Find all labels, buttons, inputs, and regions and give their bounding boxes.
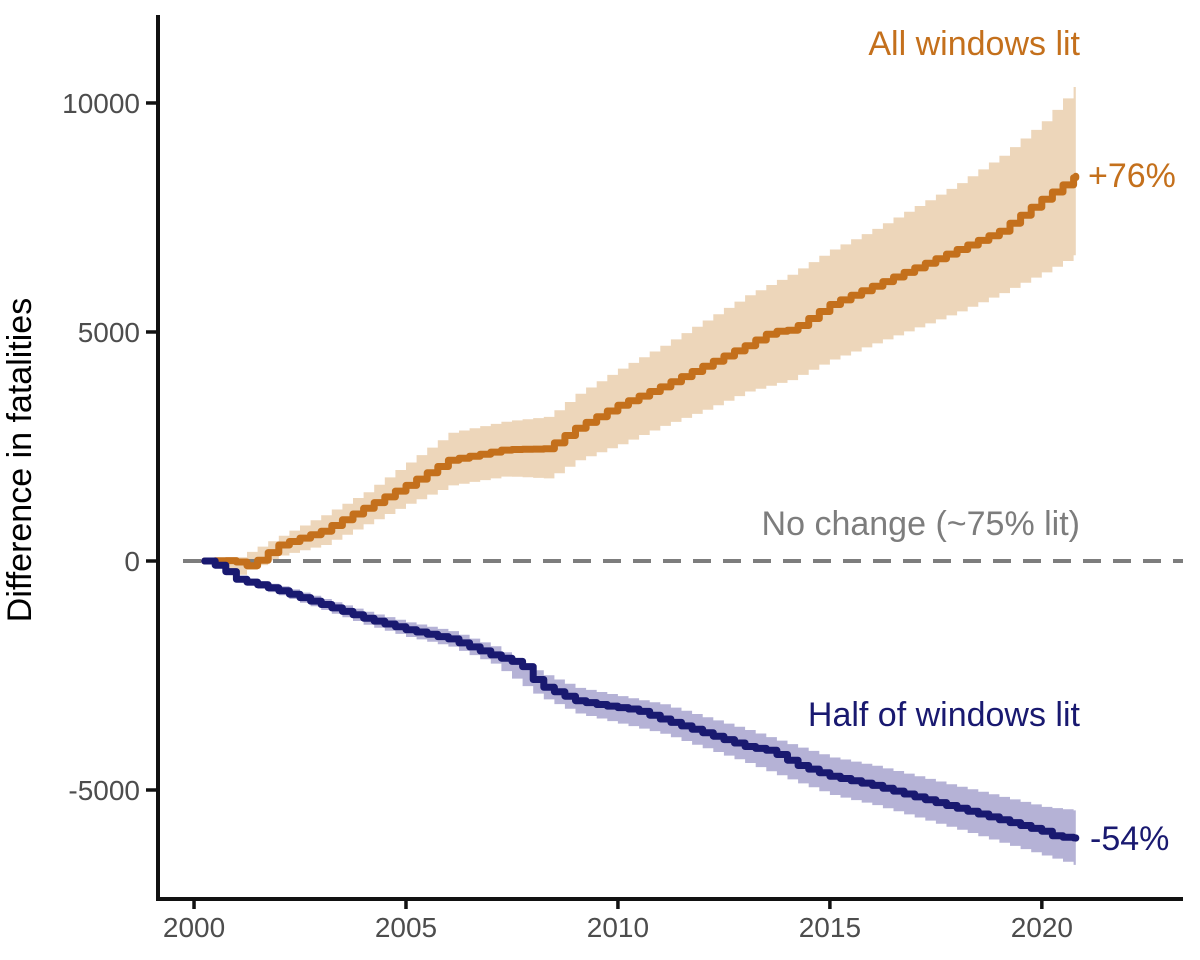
x-tick-label: 2010 xyxy=(587,912,649,943)
line-all-windows-lit xyxy=(201,172,1080,570)
y-tick-label: 5000 xyxy=(78,317,140,348)
y-axis-title: Difference in fatalities xyxy=(1,298,39,622)
data-lines xyxy=(201,172,1080,842)
confidence-band-all-windows xyxy=(204,84,1076,575)
annotation-minus-54-percent: -54% xyxy=(1090,820,1169,858)
x-tick-label: 2000 xyxy=(163,912,225,943)
x-tick-label: 2005 xyxy=(375,912,437,943)
confidence-bands xyxy=(204,84,1076,866)
line-half-of-windows-lit xyxy=(201,557,1080,842)
x-tick-label: 2020 xyxy=(1011,912,1073,943)
y-tick-label: -5000 xyxy=(68,775,140,806)
x-tick-label: 2015 xyxy=(799,912,861,943)
series-label-all-windows-lit: All windows lit xyxy=(868,25,1080,63)
y-tick-label: 0 xyxy=(124,546,140,577)
annotation-no-change: No change (~75% lit) xyxy=(762,505,1080,543)
annotation-plus-76-percent: +76% xyxy=(1088,157,1176,195)
series-label-half-windows-lit: Half of windows lit xyxy=(808,696,1081,734)
y-tick-label: 10000 xyxy=(62,88,140,119)
axes: 10000 5000 0 -5000 2000 2005 2010 2015 2020 xyxy=(62,15,1183,943)
